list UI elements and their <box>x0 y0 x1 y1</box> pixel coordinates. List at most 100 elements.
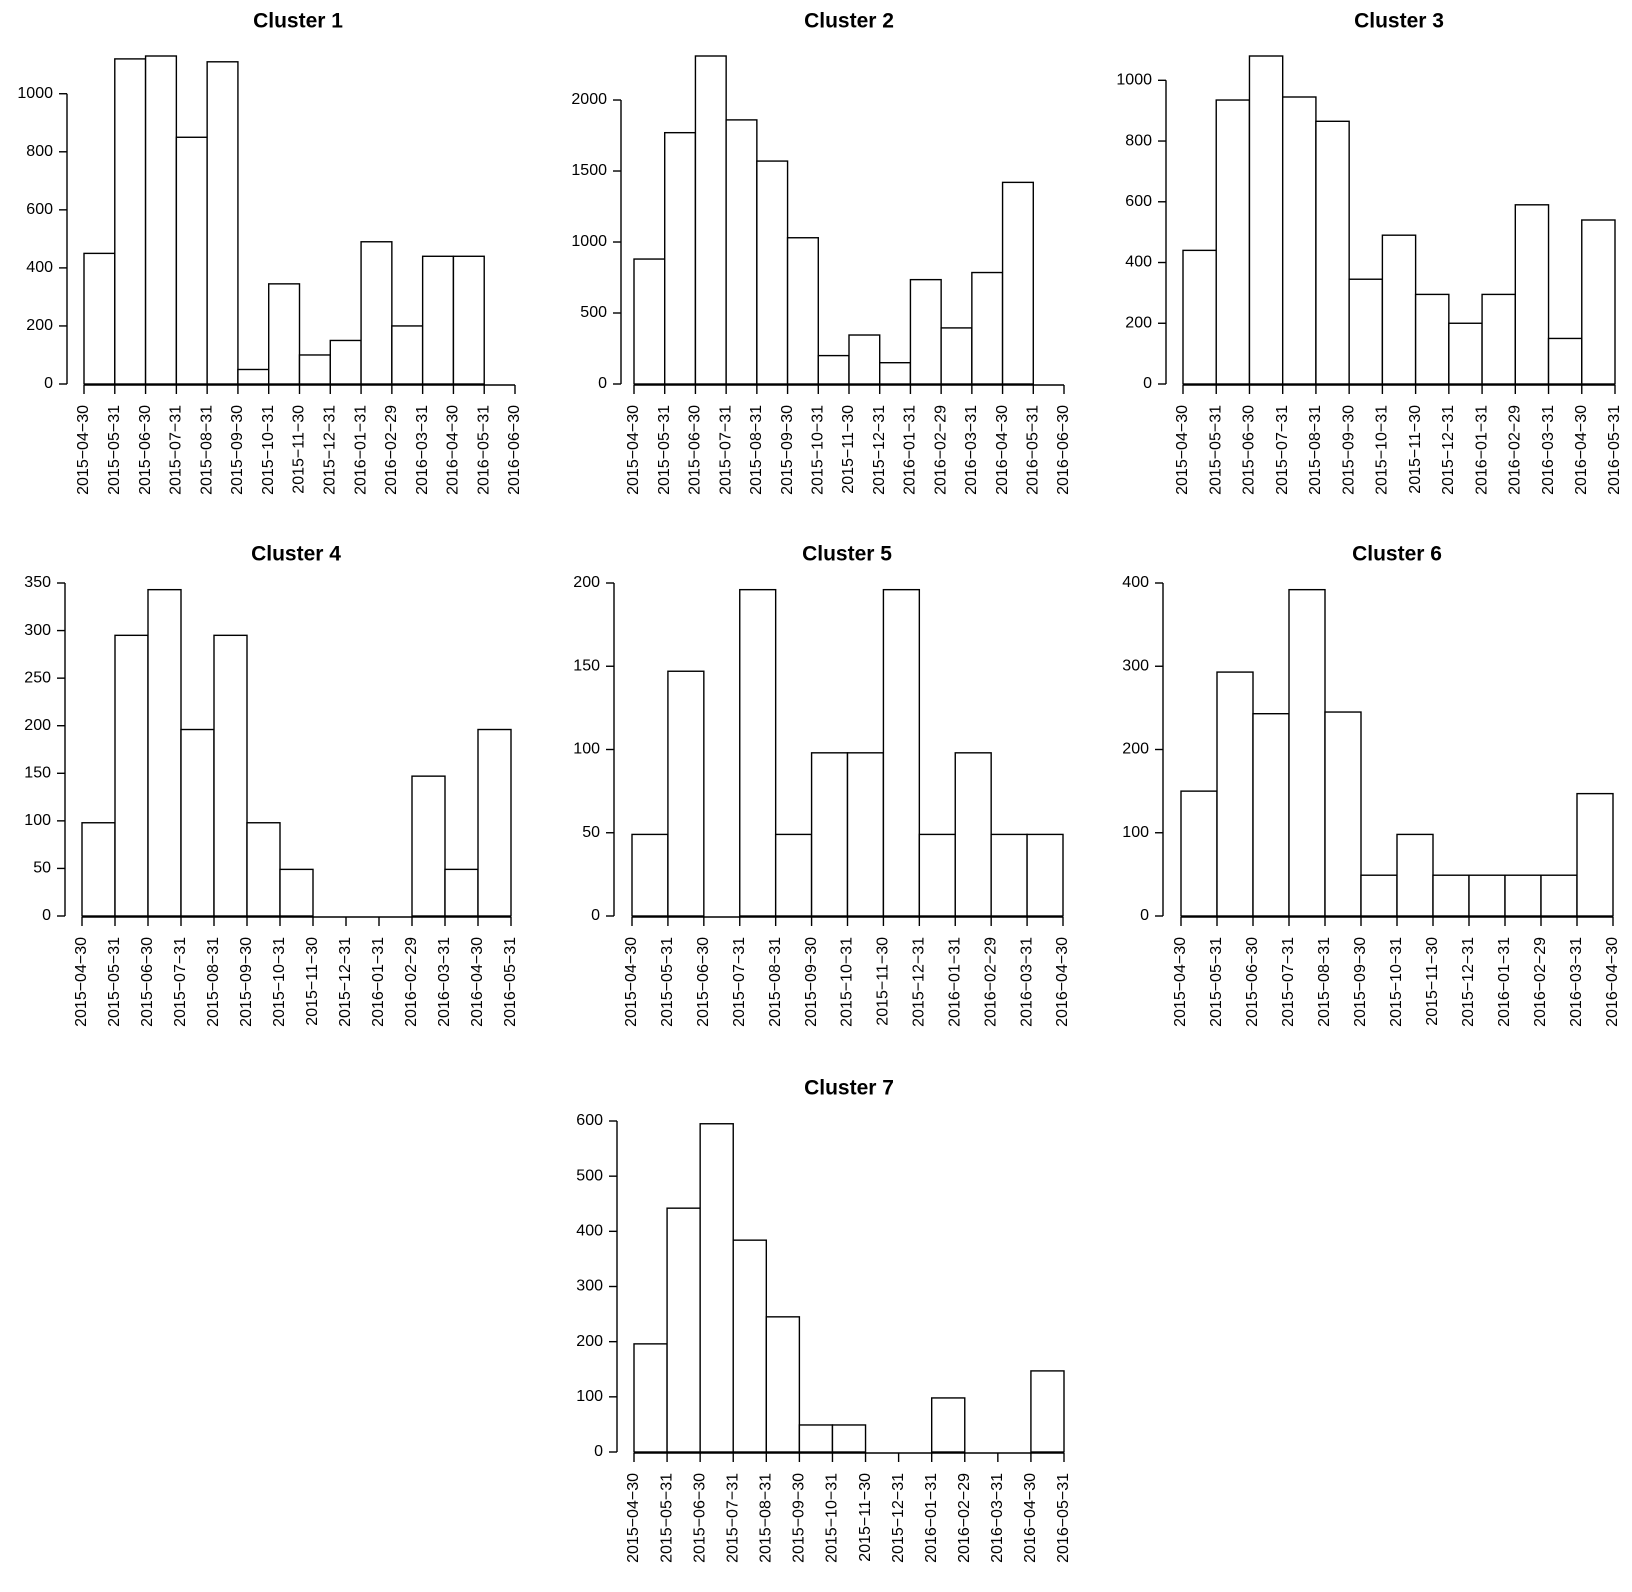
histogram-bar <box>1381 234 1417 385</box>
y-tick-label: 100 <box>576 1388 603 1405</box>
x-tick-label: 2015−08−31 <box>198 405 215 495</box>
histogram-bar <box>268 283 301 385</box>
histogram-bar <box>739 588 777 917</box>
chart-title: Cluster 3 <box>1354 10 1444 33</box>
histogram-bar <box>1581 219 1616 385</box>
x-tick-label: 2016−04−30 <box>469 937 486 1027</box>
histogram-bar <box>1216 671 1254 917</box>
x-tick-label: 2015−12−31 <box>911 937 928 1027</box>
x-tick-label: 2016−06−30 <box>1055 405 1072 495</box>
histogram-bar <box>664 131 697 385</box>
y-tick-label: 300 <box>24 622 51 639</box>
y-tick-label: 0 <box>594 1443 603 1460</box>
x-tick-label: 2016−01−31 <box>352 405 369 495</box>
x-tick-label: 2015−10−31 <box>271 937 288 1027</box>
x-tick-label: 2015−04−30 <box>75 405 92 495</box>
histogram-bar <box>1281 96 1317 385</box>
y-tick-label: 800 <box>1125 132 1152 149</box>
chart-panel-4: Cluster 4 0 50 100 150 200 250 300 350 2015−04−30… <box>24 543 519 1027</box>
x-tick-label: 2016−01−31 <box>1496 937 1513 1027</box>
histogram-bar <box>699 1123 734 1453</box>
y-tick-label: 1500 <box>571 162 607 179</box>
histogram-bar <box>817 354 850 385</box>
x-tick-label: 2015−06−30 <box>691 1473 708 1563</box>
x-tick-label: 2015−07−31 <box>724 1473 741 1563</box>
histogram-bar <box>246 822 281 917</box>
chart-title: Cluster 1 <box>253 10 343 33</box>
y-tick-label: 600 <box>576 1112 603 1129</box>
x-tick-label: 2015−07−31 <box>731 937 748 1027</box>
x-tick-label: 2015−09−30 <box>779 405 796 495</box>
histogram-bar <box>940 327 973 385</box>
histogram-bar <box>846 752 885 917</box>
histogram-bar <box>774 833 813 917</box>
x-tick-label: 2015−10−31 <box>824 1473 841 1563</box>
x-tick-label: 2016−02−29 <box>932 405 949 495</box>
y-tick-label: 150 <box>24 765 51 782</box>
x-tick-label: 2016−02−29 <box>1532 937 1549 1027</box>
histogram-bar <box>1396 833 1434 917</box>
x-tick-label: 2016−05−31 <box>1025 405 1042 495</box>
histogram-bar <box>1215 99 1251 385</box>
histogram-bar <box>237 368 270 385</box>
y-tick-label: 800 <box>26 143 53 160</box>
x-tick-label: 2015−04−30 <box>1172 937 1189 1027</box>
x-tick-label: 2015−07−31 <box>168 405 185 495</box>
y-tick-label: 250 <box>24 669 51 686</box>
histogram-bar <box>831 1424 867 1453</box>
y-tick-label: 2000 <box>571 91 607 108</box>
x-tick-label: 2015−09−30 <box>1340 405 1357 495</box>
x-tick-label: 2015−06−30 <box>695 937 712 1027</box>
chart-title: Cluster 6 <box>1352 543 1442 566</box>
x-tick-label: 2016−03−31 <box>989 1473 1006 1563</box>
chart-title: Cluster 4 <box>251 543 341 566</box>
x-tick-label: 2016−03−31 <box>1540 405 1557 495</box>
y-tick-label: 300 <box>1122 657 1149 674</box>
histogram-bar <box>1468 874 1506 917</box>
histogram-bar <box>298 354 331 385</box>
y-tick-label: 150 <box>573 657 600 674</box>
chart-title: Cluster 7 <box>804 1077 894 1100</box>
y-tick-label: 200 <box>1125 314 1152 331</box>
histogram-bar <box>175 136 208 385</box>
x-tick-label: 2016−02−29 <box>956 1473 973 1563</box>
histogram-bar <box>444 868 479 917</box>
x-tick-label: 2015−09−30 <box>238 937 255 1027</box>
x-tick-label: 2015−12−31 <box>322 405 339 495</box>
x-tick-label: 2016−06−30 <box>506 405 523 495</box>
y-tick-label: 100 <box>1122 824 1149 841</box>
histogram-bar <box>930 1397 966 1453</box>
x-tick-label: 2015−10−31 <box>260 405 277 495</box>
histogram-bar <box>1248 55 1284 385</box>
histogram-bar <box>756 160 789 385</box>
histogram-bar <box>1030 1370 1065 1453</box>
x-tick-label: 2015−05−31 <box>1208 937 1225 1027</box>
x-tick-label: 2016−04−30 <box>1022 1473 1039 1563</box>
x-tick-label: 2015−09−30 <box>1352 937 1369 1027</box>
x-tick-label: 2015−04−30 <box>73 937 90 1027</box>
x-tick-label: 2016−05−31 <box>475 405 492 495</box>
x-tick-label: 2015−11−30 <box>1424 937 1441 1026</box>
x-tick-label: 2015−12−31 <box>1440 405 1457 495</box>
y-tick-label: 400 <box>1125 254 1152 271</box>
x-tick-label: 2015−06−30 <box>139 937 156 1027</box>
x-tick-label: 2015−05−31 <box>106 937 123 1027</box>
y-tick-label: 400 <box>26 259 53 276</box>
histogram-bar <box>1547 337 1583 385</box>
histogram-bar <box>83 252 116 385</box>
x-tick-label: 2015−04−30 <box>625 1473 642 1563</box>
x-tick-label: 2015−06−30 <box>687 405 704 495</box>
histogram-bar <box>990 833 1028 917</box>
y-tick-label: 100 <box>573 741 600 758</box>
x-tick-label: 2016−04−30 <box>1054 937 1071 1027</box>
x-tick-label: 2015−08−31 <box>1307 405 1324 495</box>
histogram-bar <box>882 588 921 917</box>
y-tick-label: 100 <box>24 812 51 829</box>
histogram-bar <box>1540 874 1578 917</box>
x-tick-label: 2015−07−31 <box>172 937 189 1027</box>
x-tick-label: 2015−10−31 <box>1374 405 1391 495</box>
x-tick-label: 2015−09−30 <box>229 405 246 495</box>
histogram-bar <box>452 255 485 385</box>
histogram-bar <box>918 833 956 917</box>
x-tick-label: 2015−05−31 <box>1207 405 1224 495</box>
